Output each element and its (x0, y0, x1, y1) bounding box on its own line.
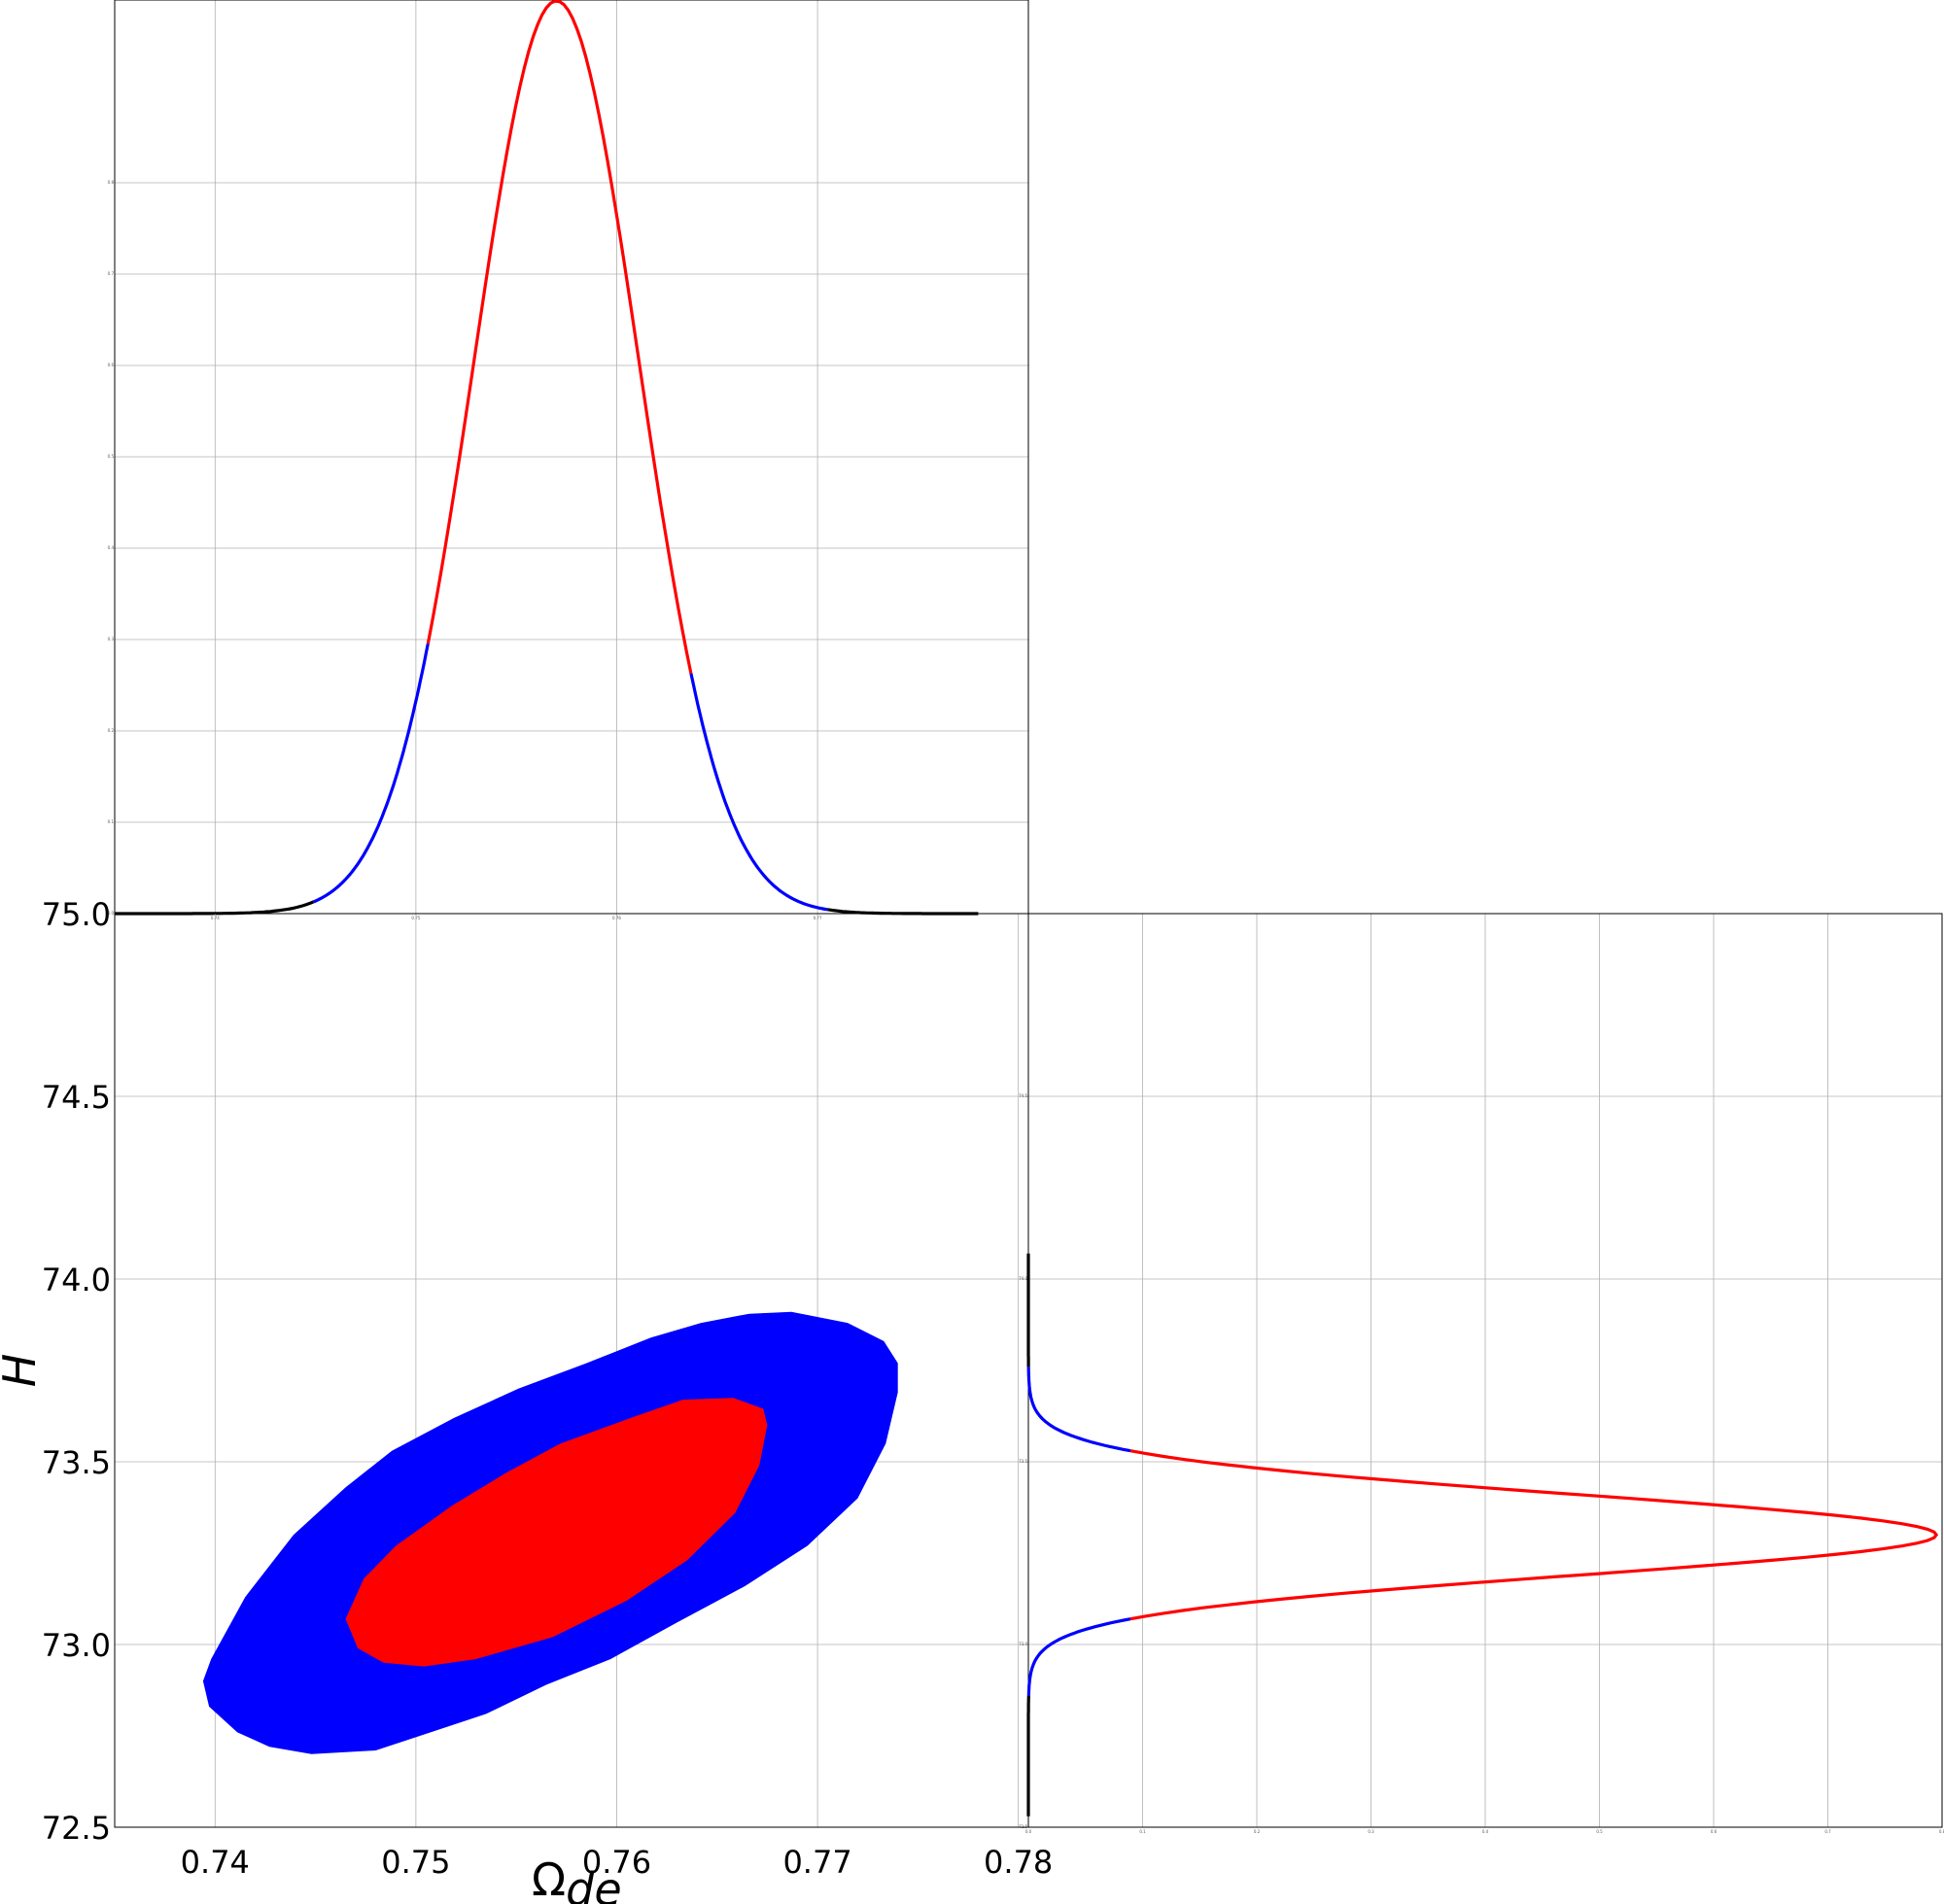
x-tick-label: 0.74 (181, 1844, 250, 1881)
marginal-curve-segment (1026, 1367, 1131, 1453)
x-tick-label-small: 0.5 (1596, 1829, 1603, 1834)
y-tick-label-small: 0.1 (108, 819, 115, 824)
y-tick-label: 73.0 (42, 1627, 111, 1664)
y-tick-label-small: 0.6 (108, 363, 115, 367)
x-tick-label: 0.76 (582, 1844, 651, 1881)
y-tick-label-small: 0.3 (108, 637, 115, 641)
x-tick-label-small: 0.2 (1254, 1829, 1261, 1834)
x-tick-label-small: 0.7 (1824, 1829, 1831, 1834)
marginal-curve-segment (312, 642, 430, 904)
x-tick-label-small: 0.4 (1482, 1829, 1489, 1834)
y-tick-label-small: 0.0 (108, 911, 115, 916)
y-tick-label: 74.0 (42, 1262, 111, 1298)
y-tick-label-small: 73.0 (1019, 1642, 1027, 1646)
contour-1sigma (345, 1398, 768, 1667)
y-tick-label: 74.5 (42, 1079, 111, 1116)
y-tick-label-small: 0.4 (108, 545, 115, 550)
marginal-curve-segment (426, 0, 693, 675)
y-tick-label-small: 0.7 (108, 271, 115, 276)
joint-contour-panel: 0.74 0.75 0.76 0.77 0.78 72.5 73.0 73.5 74.0 74.5… (42, 896, 1054, 1881)
marginal-curve-segment (1026, 1617, 1131, 1696)
x-tick-label: 0.77 (782, 1844, 851, 1881)
y-tick-label-small: 73.5 (1019, 1459, 1027, 1464)
y-axis-label: H (0, 1354, 46, 1388)
x-tick-label-small: 0.8 (1939, 1829, 1944, 1834)
y-tick-label: 75.0 (42, 896, 111, 933)
x-tick-label-small: 0.6 (1711, 1829, 1718, 1834)
y-tick-label-small: 74.0 (1019, 1276, 1027, 1281)
x-tick-label-small: 0.1 (1139, 1829, 1146, 1834)
marginal-curve-segment (115, 900, 315, 916)
marginal-curve-segment (689, 673, 828, 912)
marginal-omega-panel: 0.740.750.760.770.00.10.20.30.40.50.60.7… (108, 0, 1029, 920)
x-tick-label: 0.78 (984, 1844, 1053, 1881)
y-tick-label-small: 0.5 (108, 454, 115, 459)
x-tick-label-small: 0.3 (1368, 1829, 1374, 1834)
marginal-curve-segment (827, 908, 979, 916)
y-tick-label: 73.5 (42, 1444, 111, 1481)
y-tick-label-small: 74.5 (1019, 1093, 1027, 1098)
y-tick-label-small: 0.8 (108, 180, 115, 185)
y-tick-label-small: 72.5 (1019, 1824, 1027, 1829)
y-tick-label-small: 0.2 (108, 728, 115, 733)
x-tick-label-small: 0.0 (1025, 1829, 1032, 1834)
marginal-H-panel: 0.0 0.1 0.2 0.3 0.4 0.5 0.6 0.7 0.8 72.5 73.0 73.5 7… (1019, 913, 1944, 1834)
y-tick-label: 72.5 (42, 1810, 111, 1847)
marginal-curve-segment (1129, 1449, 1939, 1621)
x-tick-label: 0.75 (381, 1844, 450, 1881)
